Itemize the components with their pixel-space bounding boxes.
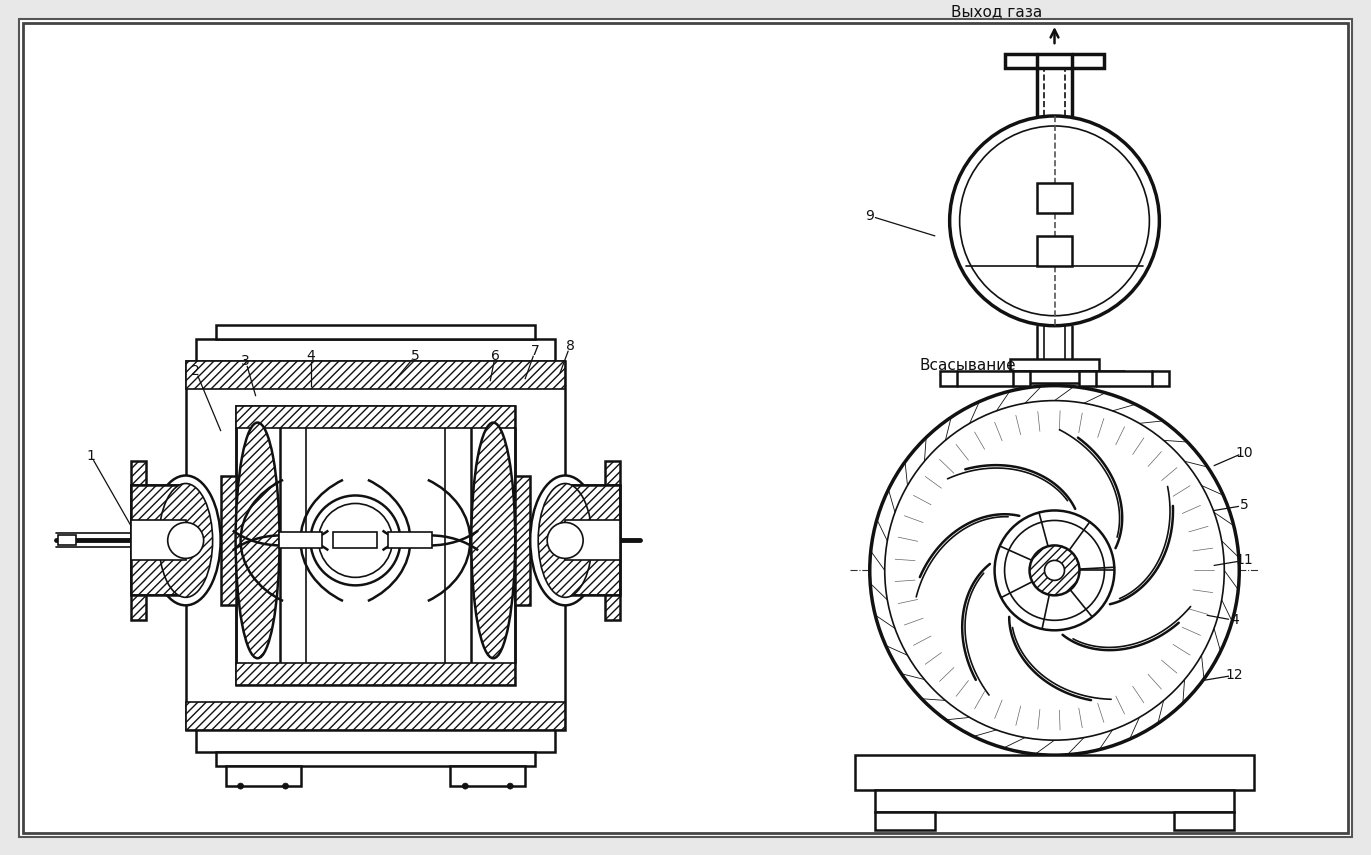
Circle shape — [950, 116, 1160, 326]
Bar — [450, 766, 525, 786]
Text: 5: 5 — [411, 349, 420, 363]
Bar — [185, 702, 565, 730]
Bar — [1009, 371, 1100, 383]
Ellipse shape — [167, 522, 204, 558]
Bar — [875, 812, 935, 830]
Circle shape — [869, 386, 1239, 755]
Circle shape — [994, 510, 1115, 630]
Text: 9: 9 — [865, 209, 875, 223]
Circle shape — [1030, 545, 1079, 595]
Ellipse shape — [531, 475, 600, 605]
Bar — [565, 486, 620, 595]
Bar — [605, 461, 620, 621]
Bar — [1036, 236, 1072, 266]
Bar — [278, 533, 322, 548]
Bar — [215, 752, 535, 766]
Text: 11: 11 — [1235, 553, 1253, 568]
Text: 4: 4 — [306, 349, 315, 363]
Ellipse shape — [472, 422, 515, 658]
Circle shape — [310, 496, 400, 586]
Bar — [196, 730, 555, 752]
Bar — [1005, 54, 1105, 68]
Text: 12: 12 — [1226, 669, 1243, 682]
Text: 5: 5 — [1239, 498, 1249, 512]
Circle shape — [462, 783, 469, 789]
Bar — [185, 361, 565, 389]
Text: Выход газа: Выход газа — [951, 4, 1042, 19]
Text: 6: 6 — [491, 349, 499, 363]
Bar — [1036, 183, 1072, 213]
Bar — [515, 475, 531, 605]
Text: 1: 1 — [86, 449, 95, 463]
Bar — [388, 533, 432, 548]
Text: 10: 10 — [1235, 445, 1253, 459]
Bar — [130, 521, 185, 560]
Bar — [196, 339, 555, 361]
Bar — [151, 475, 221, 605]
Bar — [236, 405, 515, 428]
Text: 7: 7 — [531, 344, 540, 357]
Bar — [221, 475, 236, 605]
Bar — [939, 371, 1030, 386]
Bar — [565, 486, 620, 595]
Ellipse shape — [539, 483, 592, 598]
Text: 8: 8 — [566, 339, 574, 352]
Bar — [130, 486, 185, 595]
Bar — [226, 766, 300, 786]
Ellipse shape — [236, 422, 280, 658]
Bar — [58, 535, 75, 545]
Bar — [130, 486, 185, 595]
Bar — [215, 325, 535, 339]
Text: 4: 4 — [1230, 613, 1238, 628]
Bar — [1009, 358, 1100, 371]
Text: 3: 3 — [241, 354, 250, 368]
Text: Всасывание: Всасывание — [920, 358, 1016, 373]
Ellipse shape — [151, 475, 221, 605]
Bar — [565, 521, 620, 560]
Text: 2: 2 — [192, 363, 200, 378]
Bar — [236, 663, 515, 685]
Bar — [236, 405, 515, 685]
Circle shape — [1045, 560, 1064, 581]
Bar — [1175, 812, 1234, 830]
Ellipse shape — [159, 483, 213, 598]
Circle shape — [318, 504, 392, 577]
Bar — [1079, 371, 1169, 386]
Bar — [875, 790, 1234, 812]
Circle shape — [960, 126, 1149, 315]
Circle shape — [237, 783, 244, 789]
Circle shape — [507, 783, 513, 789]
Circle shape — [884, 401, 1224, 740]
Bar — [185, 361, 565, 730]
Circle shape — [1005, 521, 1105, 621]
Bar — [333, 533, 377, 548]
Bar — [854, 755, 1254, 790]
Circle shape — [282, 783, 288, 789]
Ellipse shape — [547, 522, 583, 558]
Bar — [130, 461, 145, 621]
